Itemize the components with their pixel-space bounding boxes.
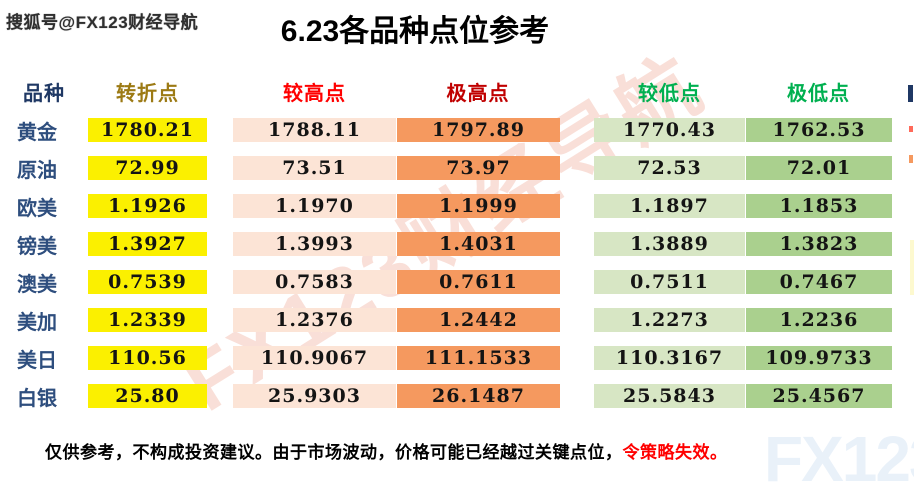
low-value: 1770.43 xyxy=(594,118,745,142)
pivot-value: 25.80 xyxy=(88,384,207,408)
low-value: 25.5843 xyxy=(594,384,745,408)
cropped-table-fragment xyxy=(908,85,913,102)
column-header-pivot: 转折点 xyxy=(116,82,179,105)
row-label: 白银 xyxy=(17,387,57,410)
cropped-table-fragment xyxy=(910,240,914,295)
page-title: 6.23各品种点位参考 xyxy=(280,15,550,48)
column-header-low: 较低点 xyxy=(638,82,701,105)
extreme-high-value: 1.2442 xyxy=(396,308,560,332)
extreme-low-value: 1.1853 xyxy=(745,194,892,218)
extreme-high-value: 111.1533 xyxy=(396,346,560,370)
price-points-table: 品种 转折点 较高点 极高点 较低点 极低点 黄金 1780.21 1788.1… xyxy=(15,78,892,410)
low-value: 0.7511 xyxy=(594,270,745,294)
pivot-value: 1780.21 xyxy=(88,118,207,142)
row-label: 美日 xyxy=(17,349,57,372)
row-label: 美加 xyxy=(17,311,57,334)
low-value: 1.2273 xyxy=(594,308,745,332)
low-value: 72.53 xyxy=(594,156,745,180)
extreme-high-value: 73.97 xyxy=(396,156,560,180)
high-value: 0.7583 xyxy=(233,270,396,294)
high-value: 1.2376 xyxy=(233,308,396,332)
corner-watermark: FX123 xyxy=(764,423,914,495)
high-value: 1788.11 xyxy=(233,118,396,142)
extreme-low-value: 1762.53 xyxy=(745,118,892,142)
column-header-extreme-high: 极高点 xyxy=(446,82,510,105)
row-label: 黄金 xyxy=(17,121,57,144)
cropped-table-fragment xyxy=(909,126,913,132)
pivot-value: 110.56 xyxy=(88,346,207,370)
disclaimer-text: 仅供参考，不构成投资建议。由于市场波动，价格可能已经越过关键点位，令策略失效。 xyxy=(45,438,728,463)
row-label: 澳美 xyxy=(17,273,57,296)
pivot-value: 72.99 xyxy=(88,156,207,180)
extreme-low-value: 1.2236 xyxy=(745,308,892,332)
row-label: 镑美 xyxy=(17,235,57,258)
high-value: 73.51 xyxy=(233,156,396,180)
extreme-low-value: 1.3823 xyxy=(745,232,892,256)
low-value: 1.3889 xyxy=(594,232,745,256)
pivot-value: 1.2339 xyxy=(88,308,207,332)
extreme-high-value: 1.4031 xyxy=(396,232,560,256)
low-value: 110.3167 xyxy=(594,346,745,370)
extreme-low-value: 0.7467 xyxy=(745,270,892,294)
disclaimer-main: 仅供参考，不构成投资建议。由于市场波动，价格可能已经越过关键点位， xyxy=(45,443,623,462)
extreme-low-value: 25.4567 xyxy=(745,384,892,408)
extreme-low-value: 109.9733 xyxy=(745,346,892,370)
low-value: 1.1897 xyxy=(594,194,745,218)
extreme-high-value: 0.7611 xyxy=(396,270,560,294)
extreme-high-value: 1797.89 xyxy=(396,118,560,142)
high-value: 110.9067 xyxy=(233,346,396,370)
source-badge: 搜狐号@FX123财经导航 xyxy=(6,13,199,32)
pivot-value: 1.3927 xyxy=(88,232,207,256)
cropped-table-fragment xyxy=(909,155,913,163)
high-value: 1.3993 xyxy=(233,232,396,256)
row-label: 欧美 xyxy=(17,197,57,220)
column-header-extreme-low: 极低点 xyxy=(787,82,850,105)
extreme-low-value: 72.01 xyxy=(745,156,892,180)
high-value: 1.1970 xyxy=(233,194,396,218)
extreme-high-value: 26.1487 xyxy=(396,384,560,408)
column-header-product: 品种 xyxy=(23,82,65,105)
disclaimer-warning: 令策略失效。 xyxy=(622,443,728,462)
pivot-value: 0.7539 xyxy=(88,270,207,294)
row-label: 原油 xyxy=(17,159,57,182)
extreme-high-value: 1.1999 xyxy=(396,194,560,218)
high-value: 25.9303 xyxy=(233,384,396,408)
pivot-value: 1.1926 xyxy=(88,194,207,218)
column-header-high: 较高点 xyxy=(283,82,346,105)
